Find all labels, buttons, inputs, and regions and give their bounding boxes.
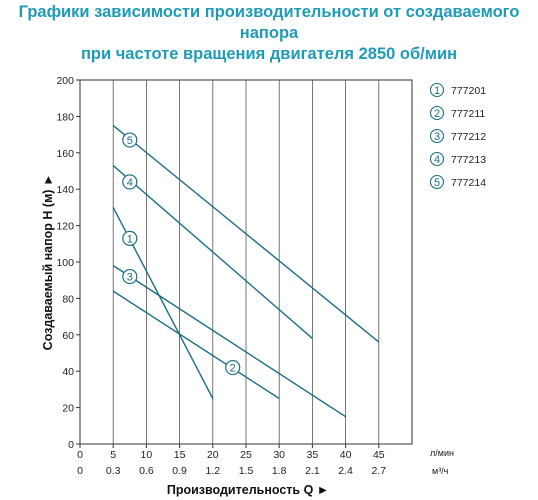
series-line-777212 [112,265,346,418]
x-tick-label-15: 15 [174,449,186,461]
series-line-777214 [112,124,380,343]
x-tick-label-secondary-2.7: 2.7 [371,465,386,477]
x-tick-label-20: 20 [207,449,219,461]
chart-title: Графики зависимости производительности о… [0,2,538,65]
chart-title-line-1: Графики зависимости производительности о… [18,3,520,42]
series-line-777211 [112,290,280,400]
legend-marker-5 [429,174,445,190]
legend-entry-777213: 777213 [451,154,486,166]
y-tick-label-200: 200 [56,75,74,87]
x-tick-label-secondary-1.5: 1.5 [239,465,254,477]
legend-marker-2 [429,105,445,121]
grid-lines [112,80,380,444]
series-marker-label-5: 5 [127,135,133,147]
legend-marker-label-4: 4 [434,154,440,166]
series-marker-label-2: 2 [230,363,236,375]
x-tick-label-30: 30 [273,449,285,461]
x-tick-label-5: 5 [110,449,116,461]
legend-entry-777211: 777211 [451,108,485,120]
series-marker-4 [122,174,138,190]
series-marker-3 [122,268,138,285]
x-tick-label-secondary-1.2: 1.2 [205,465,220,477]
series-marker-label-3: 3 [127,272,133,284]
y-axis-title: Создаваемый напор H (м) ► [41,174,55,351]
x-tick-label-40: 40 [340,449,352,461]
series-marker-5 [122,132,138,148]
x-tick-label-35: 35 [307,449,319,461]
y-tick-label-140: 140 [56,184,74,196]
y-tick-label-0: 0 [68,439,74,451]
x-tick-label-secondary-2.1: 2.1 [305,465,320,477]
y-axis-ticks: 0 20 40 60 80 100 120 140 160 180 200 [56,75,80,451]
x-tick-label-secondary-0.3: 0.3 [106,465,121,477]
x-tick-label-10: 10 [141,449,153,461]
legend-marker-3 [429,128,445,144]
legend-entry-777214: 777214 [451,177,486,189]
chart-title-line-2: при частоте вращения двигателя 2850 об/м… [80,45,458,63]
y-tick-label-80: 80 [62,293,74,305]
x-axis-title: Производительность Q ► [167,483,329,497]
series-marker-label-4: 4 [127,177,133,189]
legend: 1 777201 2 777211 3 777212 4 777213 5 777214 [429,82,486,190]
legend-entry-777201: 777201 [451,85,486,97]
series-marker-label-1: 1 [127,233,133,245]
x-tick-label-25: 25 [240,449,252,461]
series-line-777213 [112,165,313,339]
x-tick-label-secondary-2.4: 2.4 [338,465,353,477]
y-tick-label-100: 100 [56,257,74,269]
y-tick-label-40: 40 [62,366,74,378]
series-marker-1 [122,230,138,246]
legend-marker-1 [429,82,445,98]
legend-marker-4 [429,151,445,167]
legend-marker-label-5: 5 [434,177,440,189]
series-marker-2 [225,359,241,376]
legend-marker-label-1: 1 [434,85,440,97]
x-unit-secondary: м³/ч [432,466,449,476]
x-tick-label-secondary-0: 0 [77,465,83,477]
x-unit-primary: л/мин [430,448,454,458]
x-axis-ticks: 0 0 5 0.3 10 0.6 15 0.9 20 1.2 25 1.5 30 1.8 35 2.1 40 2.… [77,444,386,477]
y-tick-label-120: 120 [56,221,74,233]
x-tick-label-45: 45 [373,449,385,461]
y-tick-label-160: 160 [56,148,74,160]
y-tick-label-20: 20 [62,403,74,415]
legend-marker-label-3: 3 [434,131,440,143]
x-tick-label-secondary-0.6: 0.6 [139,465,154,477]
x-tick-label-0: 0 [77,449,83,461]
y-tick-label-180: 180 [56,111,74,123]
x-tick-label-secondary-1.8: 1.8 [272,465,287,477]
y-tick-label-60: 60 [62,330,74,342]
x-tick-label-secondary-0.9: 0.9 [172,465,187,477]
legend-marker-label-2: 2 [434,108,440,120]
series-lines: 1 2 3 4 5 [112,124,380,418]
legend-entry-777212: 777212 [451,131,486,143]
